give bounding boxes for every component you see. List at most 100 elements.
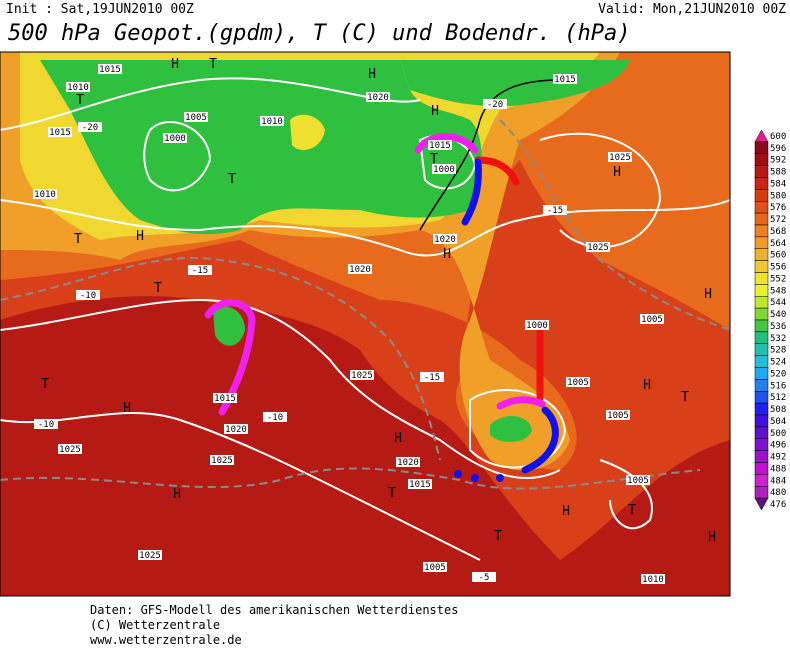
contour <box>469 389 567 469</box>
colorbar-swatch <box>754 272 769 285</box>
colorbar-swatch <box>754 343 769 356</box>
pressure-center: H <box>171 57 179 72</box>
label-box <box>420 372 444 382</box>
label-box <box>432 164 456 174</box>
label-box <box>608 152 632 162</box>
cold-front <box>461 158 482 226</box>
colorbar-label: 568 <box>770 227 786 237</box>
green-area <box>40 60 482 235</box>
pressure-center: H <box>431 104 439 119</box>
front-dot <box>496 474 504 482</box>
pressure-center: T <box>209 57 217 72</box>
isobar-label: 1010 <box>261 117 283 127</box>
label-box <box>472 572 496 582</box>
front-dot <box>454 470 462 478</box>
label-box <box>260 116 284 126</box>
label-box <box>138 550 162 560</box>
isobar-label: -5 <box>479 573 490 583</box>
footer-line: (C) Wetterzentrale <box>90 618 220 632</box>
label-box <box>543 205 567 215</box>
pressure-center: H <box>136 229 144 244</box>
pressure-center: H <box>394 431 402 446</box>
pressure-center: H <box>704 287 712 302</box>
occluded-front <box>496 396 546 410</box>
colorbar-swatch <box>754 331 769 344</box>
colorbar-swatch <box>754 236 769 249</box>
isobar-label: 1015 <box>554 75 576 85</box>
colorbar-swatch <box>754 319 769 333</box>
label-box <box>366 92 390 102</box>
pressure-center: H <box>613 165 621 180</box>
colorbar-swatch <box>754 414 769 428</box>
isobar-label: 1000 <box>433 165 455 175</box>
pressure-center: T <box>76 93 84 108</box>
label-box <box>210 455 234 465</box>
temperature-isoline <box>499 119 730 331</box>
colorbar-swatch <box>754 260 769 273</box>
colorbar-label: 572 <box>770 215 786 225</box>
isobar-label: 1005 <box>567 378 589 388</box>
isobar-label: 1020 <box>349 265 371 275</box>
isobar-label: 1015 <box>409 480 431 490</box>
pressure-center: T <box>74 232 82 247</box>
label-box <box>626 475 650 485</box>
colorbar-swatch <box>754 497 769 511</box>
label-box <box>76 290 100 300</box>
isobar-label: 1025 <box>587 243 609 253</box>
isobar-label: 1015 <box>429 141 451 151</box>
isobar-label: 1010 <box>34 190 56 200</box>
label-box <box>188 265 212 275</box>
colorbar-swatch <box>754 248 769 261</box>
pressure-center: T <box>628 503 636 518</box>
colorbar-swatch <box>754 379 769 392</box>
pressure-center: T <box>494 529 502 544</box>
isobar-label: -10 <box>38 420 54 430</box>
colorbar-label: 484 <box>770 476 786 486</box>
temperature-isoline <box>0 257 441 461</box>
colorbar-swatch <box>754 153 769 166</box>
colorbar-label: 516 <box>770 381 786 391</box>
isobar-label: -15 <box>547 206 563 216</box>
colorbar-label: 536 <box>770 322 786 332</box>
label-box <box>525 320 549 330</box>
colorbar-swatch <box>754 462 769 475</box>
colorbar-label: 596 <box>770 144 786 154</box>
colorbar-swatch <box>754 212 769 226</box>
label-box <box>263 412 287 422</box>
colorbar-swatch <box>754 367 769 380</box>
colorbar-label: 508 <box>770 405 786 415</box>
label-box <box>553 74 577 84</box>
front-dot <box>471 474 479 482</box>
isobar-label: 1005 <box>185 113 207 123</box>
isobar-label: 1025 <box>59 445 81 455</box>
footer-line: Daten: GFS-Modell des amerikanischen Wet… <box>90 603 458 617</box>
label-box <box>433 234 457 244</box>
contour <box>599 459 653 530</box>
pressure-center: H <box>562 504 570 519</box>
colorbar-swatch <box>754 450 769 463</box>
colorbar-swatch <box>754 129 769 143</box>
colorbar-label: 532 <box>770 334 786 344</box>
colorbar-swatch <box>754 391 769 404</box>
label-box <box>34 419 58 429</box>
isobar-label: 1020 <box>434 235 456 245</box>
valid-time: Valid: Mon,21JUN2010 00Z <box>598 2 786 17</box>
colorbar-swatch <box>754 224 769 238</box>
isobar-label: 1015 <box>214 394 236 404</box>
colorbar-label: 564 <box>770 239 786 249</box>
pressure-center: T <box>154 281 162 296</box>
colorbar-label: 588 <box>770 168 786 178</box>
colorbar-swatch <box>754 165 769 178</box>
pressure-center: T <box>388 486 396 501</box>
isobar-label: 1010 <box>67 83 89 93</box>
init-time: Init : Sat,19JUN2010 00Z <box>6 2 194 17</box>
warm-front <box>474 156 520 186</box>
label-box <box>566 377 590 387</box>
colorbar-label: 600 <box>770 132 786 142</box>
label-box <box>213 393 237 403</box>
occluded-front <box>414 133 479 154</box>
isobar-label: 1025 <box>139 551 161 561</box>
